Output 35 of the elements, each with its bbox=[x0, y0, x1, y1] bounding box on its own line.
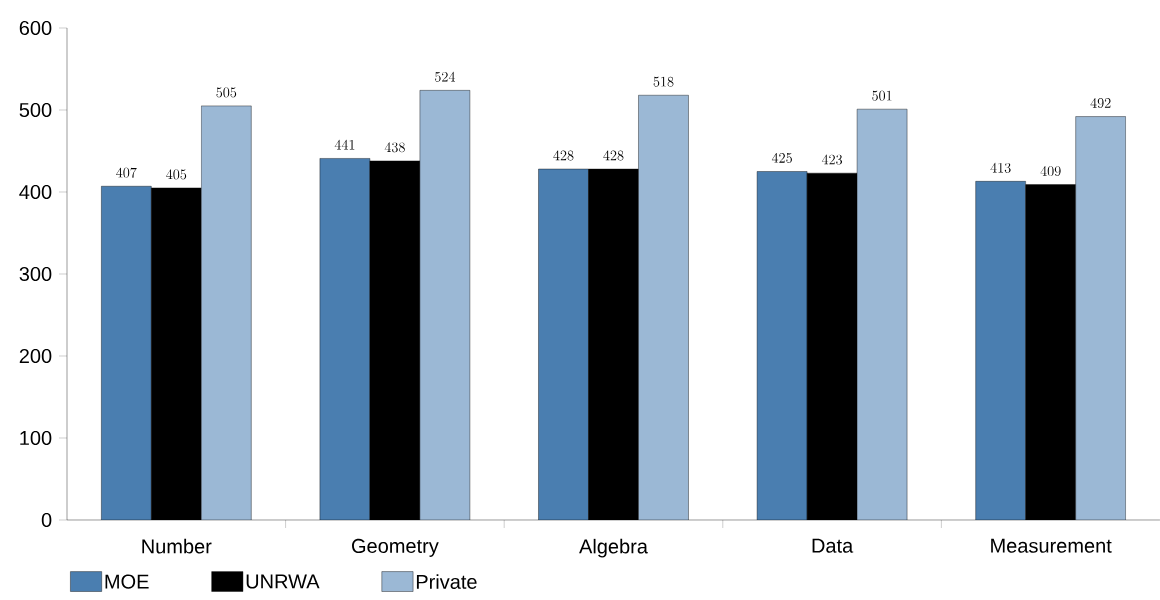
legend-label: MOE bbox=[105, 574, 149, 589]
y-tick-label: 200 bbox=[19, 348, 52, 364]
data-label: 407 bbox=[116, 167, 137, 178]
data-label: 438 bbox=[384, 142, 405, 153]
legend-label: UNRWA bbox=[246, 574, 320, 589]
bar bbox=[319, 158, 370, 520]
data-label: 441 bbox=[334, 139, 355, 150]
data-label: 409 bbox=[1040, 166, 1061, 177]
data-label: 423 bbox=[821, 154, 843, 165]
data-label: 425 bbox=[771, 152, 792, 163]
y-tick-label: 100 bbox=[20, 430, 52, 446]
x-tick-label: Number bbox=[142, 538, 212, 554]
bar bbox=[975, 181, 1026, 520]
data-label: 518 bbox=[653, 76, 674, 87]
y-tick-label: 600 bbox=[19, 20, 52, 36]
y-tick-label: 0 bbox=[41, 512, 52, 528]
x-tick-label: Data bbox=[812, 538, 854, 553]
x-tick-label: Algebra bbox=[579, 538, 648, 558]
x-tick-label: Geometry bbox=[352, 538, 439, 557]
y-tick-label: 500 bbox=[19, 102, 52, 118]
y-tick-label: 400 bbox=[19, 184, 52, 200]
data-label: 413 bbox=[990, 162, 1011, 173]
data-label: 501 bbox=[872, 90, 892, 101]
y-tick-label: 300 bbox=[19, 266, 52, 282]
bar bbox=[538, 169, 589, 520]
legend-label: Private bbox=[416, 574, 477, 589]
data-label: 428 bbox=[553, 150, 574, 161]
data-label: 524 bbox=[435, 71, 456, 82]
bar bbox=[101, 186, 152, 520]
data-label: 505 bbox=[216, 87, 237, 98]
data-label: 492 bbox=[1090, 97, 1111, 108]
data-label: 428 bbox=[603, 150, 624, 161]
data-label: 405 bbox=[166, 169, 187, 180]
x-tick-label: Measurement bbox=[991, 538, 1112, 553]
bar bbox=[757, 171, 808, 520]
